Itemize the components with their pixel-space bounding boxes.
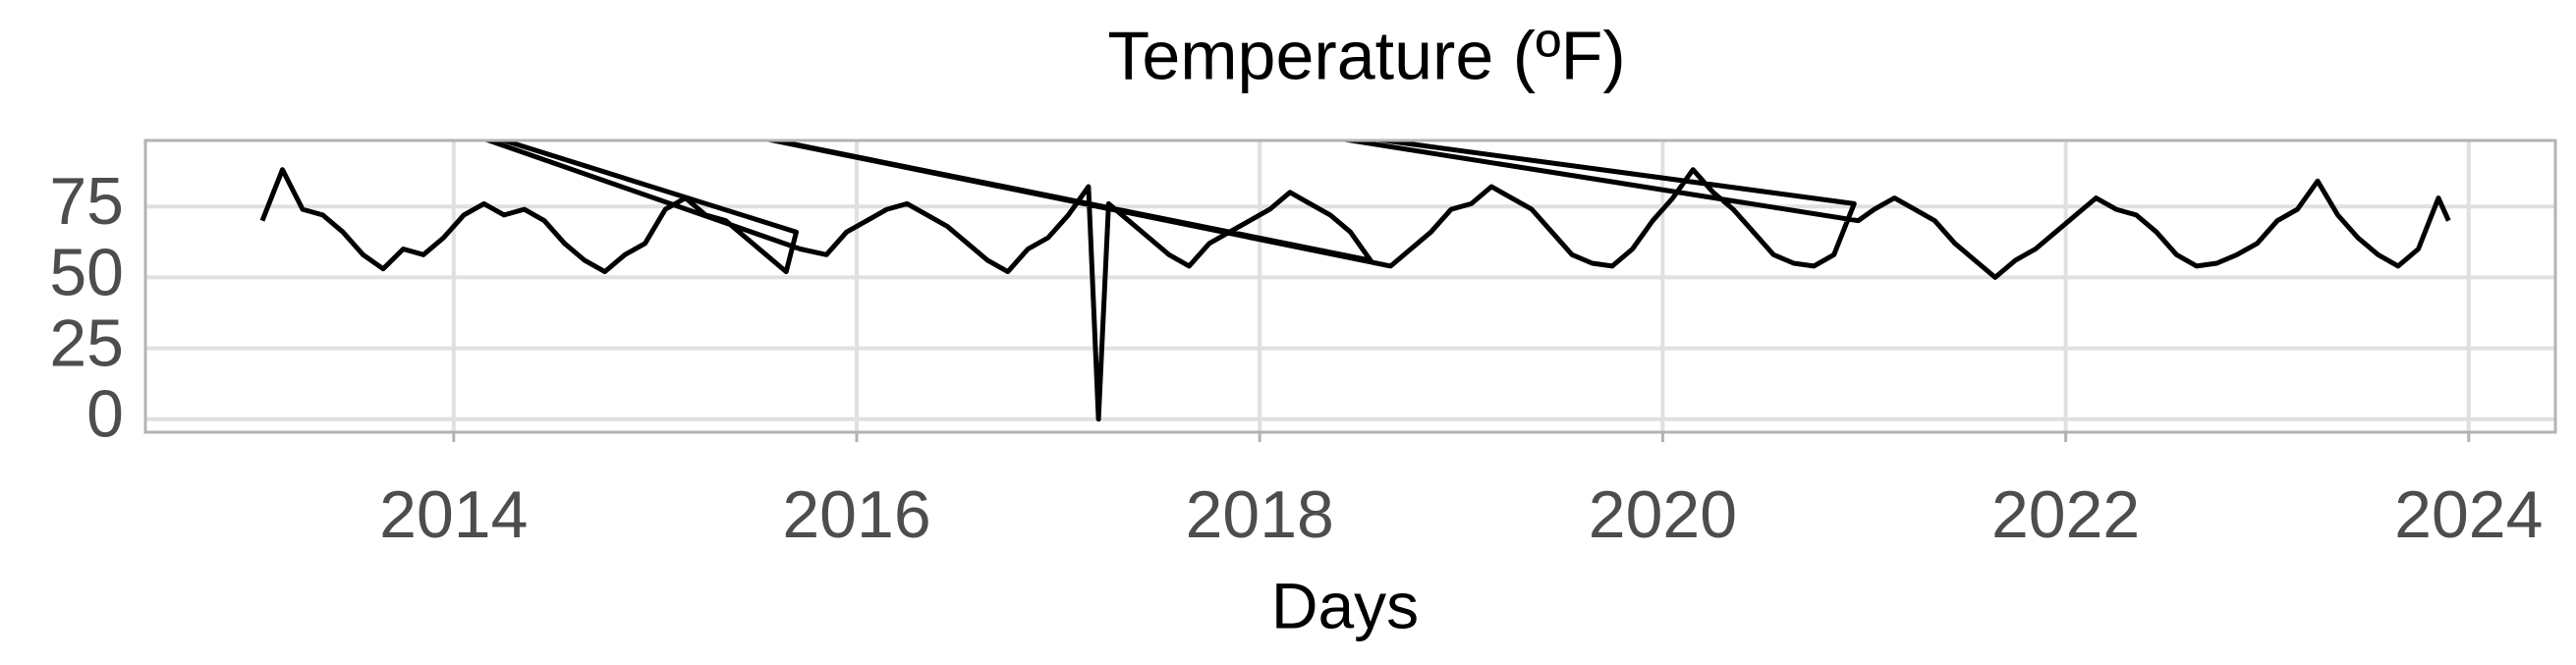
x-axis-label: Days [1271, 569, 1419, 641]
y-tick-label: 75 [49, 164, 124, 239]
x-tick-label: 2024 [2394, 477, 2543, 552]
x-tick-label: 2022 [1991, 477, 2140, 552]
line-series [259, 140, 2451, 422]
panel-border [143, 139, 2557, 434]
y-tick-label: 50 [49, 235, 124, 309]
x-tick-label: 2014 [379, 477, 528, 552]
y-tick-label: 0 [86, 377, 124, 452]
y-tick-label: 25 [49, 306, 124, 381]
chart-title: Temperature (ºF) [1107, 17, 1625, 93]
x-tick-label: 2020 [1589, 477, 1737, 552]
x-tick-label: 2016 [782, 477, 930, 552]
panel-background [145, 140, 2555, 432]
x-tick-label: 2018 [1186, 477, 1334, 552]
